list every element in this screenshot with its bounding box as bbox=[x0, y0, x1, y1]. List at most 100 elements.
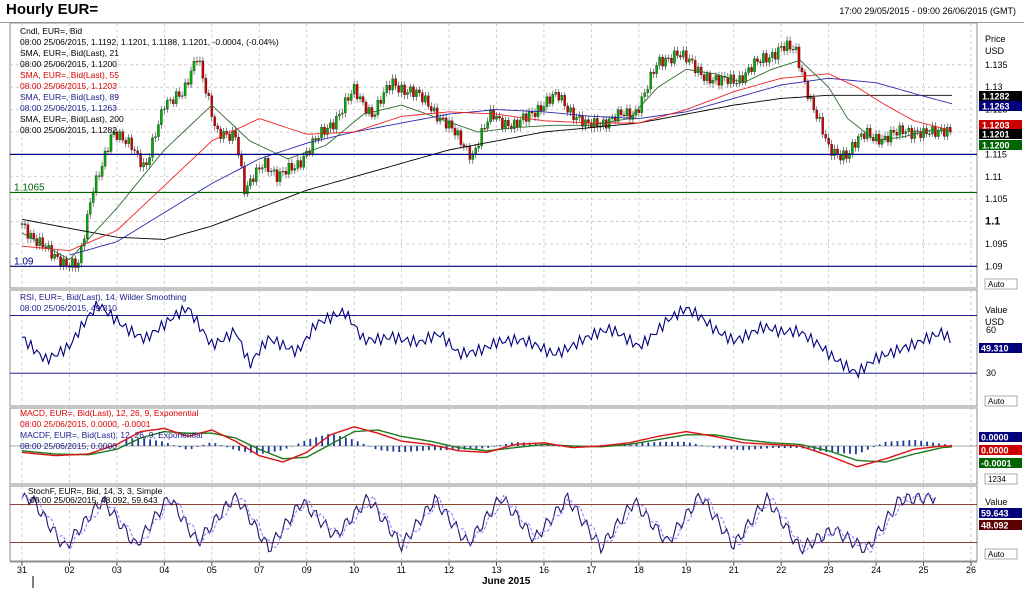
x-tick-label: 25 bbox=[919, 565, 929, 575]
macd-histogram-bar bbox=[368, 446, 371, 447]
candle-body bbox=[412, 86, 415, 97]
macd-histogram-bar bbox=[748, 446, 751, 450]
legend-entry: SMA, EUR=, Bid(Last), 21 bbox=[20, 48, 119, 58]
axis-title: Value bbox=[985, 305, 1007, 315]
macd-histogram-bar bbox=[392, 446, 395, 452]
macd-histogram-bar bbox=[712, 446, 715, 448]
macd-histogram-bar bbox=[475, 446, 478, 449]
candle-body bbox=[53, 253, 56, 259]
candle-body bbox=[50, 245, 53, 259]
macd-histogram-bar bbox=[647, 442, 650, 446]
candle-body bbox=[427, 95, 430, 107]
candle-body bbox=[750, 67, 753, 72]
candle-body bbox=[652, 71, 655, 74]
candle-body bbox=[77, 262, 80, 268]
macd-histogram-bar bbox=[303, 440, 306, 446]
macd-histogram-bar bbox=[902, 440, 905, 446]
candle-body bbox=[272, 169, 276, 172]
candle-body bbox=[785, 40, 789, 52]
candle-body bbox=[346, 97, 350, 101]
macd-histogram-bar bbox=[837, 446, 840, 453]
macd-histogram-bar bbox=[872, 446, 875, 448]
candle-body bbox=[696, 66, 700, 74]
candle-body bbox=[373, 114, 377, 117]
candle-body bbox=[186, 82, 190, 85]
candle-body bbox=[441, 117, 445, 119]
x-tick-label: 12 bbox=[444, 565, 454, 575]
candle-body bbox=[862, 133, 866, 139]
candle-body bbox=[213, 116, 217, 127]
price-tick-label: 1.115 bbox=[985, 149, 1007, 159]
macd-histogram-bar bbox=[718, 446, 721, 449]
candle-body bbox=[38, 237, 42, 246]
candle-body bbox=[195, 61, 199, 63]
legend-entry: 08:00 25/06/2015, 1.1263 bbox=[20, 103, 117, 113]
macd-histogram-bar bbox=[766, 446, 768, 449]
axis-title: Value bbox=[985, 497, 1007, 507]
candle-body bbox=[637, 109, 641, 113]
candle-body bbox=[287, 163, 291, 175]
macd-histogram-bar bbox=[771, 446, 774, 449]
sma-200-line bbox=[21, 94, 952, 240]
macd-histogram-bar bbox=[267, 446, 270, 453]
macd-histogram-bar bbox=[789, 446, 792, 449]
macd-histogram-bar bbox=[291, 446, 294, 447]
candle-body bbox=[97, 175, 101, 177]
candle-body bbox=[827, 138, 830, 145]
auto-scale-button[interactable] bbox=[984, 278, 1018, 290]
macd-histogram-bar bbox=[890, 441, 893, 446]
macd-histogram-bar bbox=[232, 446, 235, 450]
price-tag-label: 1.1203 bbox=[982, 121, 1010, 131]
macd-histogram-bar bbox=[167, 443, 169, 446]
price-tag bbox=[979, 101, 1022, 111]
auto-scale-button[interactable] bbox=[984, 548, 1018, 560]
candle-body bbox=[275, 169, 279, 182]
macd-histogram-bar bbox=[451, 446, 454, 451]
stoch-panel-frame bbox=[9, 485, 978, 562]
macd-histogram-bar bbox=[932, 442, 934, 446]
legend-entry: 08:00 25/06/2015, 48.092, 59.643 bbox=[30, 495, 158, 505]
candle-body bbox=[655, 64, 658, 74]
candle-body bbox=[124, 140, 128, 144]
candle-body bbox=[907, 127, 910, 132]
auto-scale-button[interactable] bbox=[984, 395, 1018, 407]
candle-body bbox=[815, 109, 819, 119]
candle-body bbox=[480, 128, 483, 147]
candle-body bbox=[263, 158, 267, 168]
candle-body bbox=[670, 58, 673, 64]
candle-body bbox=[756, 58, 759, 62]
price-tick-label: 1.135 bbox=[985, 60, 1008, 70]
legend-entry: 08:00 25/06/2015, 1.1203 bbox=[20, 81, 117, 91]
candle-body bbox=[510, 125, 513, 129]
macd-histogram-bar bbox=[178, 446, 181, 448]
macd-histogram-bar bbox=[777, 446, 780, 449]
candle-body bbox=[557, 92, 561, 101]
macd-histogram-bar bbox=[665, 441, 668, 446]
candle-body bbox=[794, 46, 798, 50]
date-range: 17:00 29/05/2015 - 09:00 26/06/2015 (GMT… bbox=[839, 6, 1016, 16]
candle-body bbox=[32, 233, 36, 239]
rsi-value-tag-label: 49.310 bbox=[981, 344, 1009, 354]
scale-button[interactable] bbox=[984, 473, 1018, 485]
macd-histogram-bar bbox=[855, 446, 857, 455]
macd-histogram-bar bbox=[439, 446, 442, 451]
candle-body bbox=[690, 58, 694, 61]
candle-body bbox=[255, 167, 258, 182]
candle-body bbox=[818, 116, 822, 119]
candle-body bbox=[934, 126, 937, 137]
sma-55-line bbox=[21, 73, 953, 252]
macd-histogram-bar bbox=[416, 446, 418, 452]
candle-body bbox=[26, 224, 30, 239]
candle-body bbox=[474, 147, 477, 155]
candle-body bbox=[744, 72, 747, 83]
price-tag bbox=[979, 120, 1022, 130]
macd-histogram-bar bbox=[214, 443, 217, 446]
candle-body bbox=[800, 67, 804, 73]
candle-body bbox=[133, 149, 136, 151]
candle-body bbox=[904, 131, 908, 134]
candle-body bbox=[249, 178, 252, 186]
candle-body bbox=[741, 75, 744, 83]
macd-histogram-bar bbox=[783, 446, 786, 449]
candle-body bbox=[895, 132, 899, 136]
